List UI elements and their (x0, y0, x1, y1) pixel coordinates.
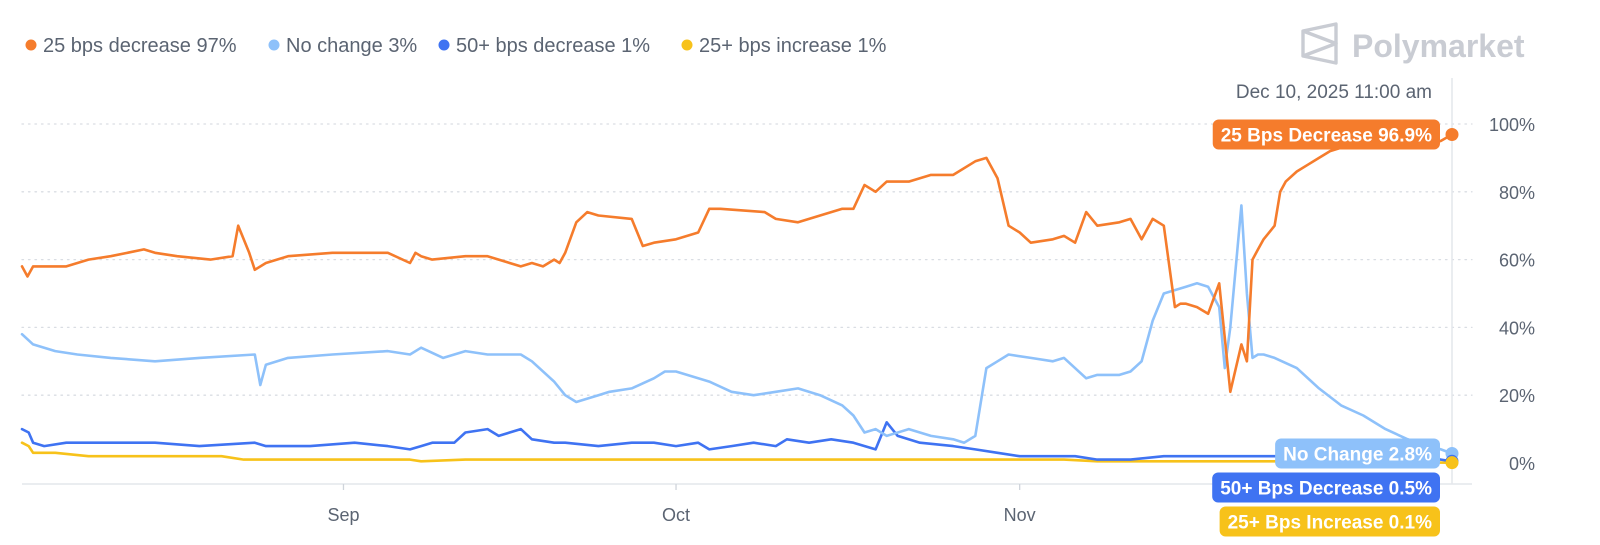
legend-dot-icon (681, 39, 693, 51)
end-labels: 25 Bps Decrease 96.9% No Change 2.8% 50+ B… (1212, 119, 1440, 537)
hover-timestamp: Dec 10, 2025 11:00 am (1236, 82, 1432, 103)
legend-item-no-change[interactable]: No change 3% (268, 35, 418, 57)
x-tick-label: Oct (662, 505, 690, 525)
y-axis: 0% 20% 40% 60% 80% 100% (1489, 115, 1535, 474)
legend-dot-icon (268, 39, 280, 51)
legend-item-50-bps-decrease[interactable]: 50+ bps decrease 1% (438, 35, 651, 57)
brand-name: Polymarket (1352, 28, 1525, 64)
y-tick-label: 40% (1499, 318, 1535, 338)
series-line-no-change[interactable] (20, 204, 1454, 455)
x-tick-label: Nov (1004, 505, 1036, 525)
end-label: 25 Bps Decrease 96.9% (1212, 119, 1440, 150)
series-line-50-bps-decrease[interactable] (20, 420, 1454, 463)
y-tick-label: 20% (1499, 386, 1535, 406)
legend-dot-icon (25, 39, 37, 51)
end-label: 50+ Bps Decrease 0.5% (1212, 472, 1440, 503)
end-label-box (1212, 472, 1440, 503)
legend-label: 50+ bps decrease 1% (456, 35, 650, 57)
y-tick-label: 80% (1499, 183, 1535, 203)
polymarket-brand[interactable]: Polymarket (1301, 22, 1525, 65)
end-point (1445, 128, 1459, 142)
end-points (1445, 128, 1459, 470)
end-label: No Change 2.8% (1275, 438, 1440, 469)
end-label-box (1275, 438, 1440, 469)
y-tick-label: 60% (1499, 251, 1535, 271)
series-lines (20, 133, 1454, 465)
legend-label: 25+ bps increase 1% (699, 35, 887, 57)
polymarket-logo-icon (1301, 22, 1338, 65)
legend-dot-icon (438, 39, 450, 51)
legend: 25 bps decrease 97% No change 3% 50+ bps… (25, 35, 887, 57)
y-tick-label: 100% (1489, 115, 1535, 135)
series-line-25-bps-decrease[interactable] (20, 133, 1454, 394)
end-point (1445, 456, 1459, 470)
x-tick-label: Sep (327, 505, 359, 525)
end-label-box (1219, 506, 1440, 537)
legend-label: 25 bps decrease 97% (43, 35, 237, 57)
end-label-box (1212, 119, 1440, 150)
legend-item-25-bps-increase[interactable]: 25+ bps increase 1% (681, 35, 887, 57)
legend-label: No change 3% (286, 35, 417, 57)
end-label-text: 25 Bps Decrease 96.9% (1221, 126, 1432, 147)
end-label-text: 25+ Bps Increase 0.1% (1228, 513, 1432, 534)
end-label: 25+ Bps Increase 0.1% (1219, 506, 1440, 537)
grid (21, 123, 1473, 396)
series-line-25-bps-increase[interactable] (20, 441, 1454, 465)
end-label-text: 50+ Bps Decrease 0.5% (1220, 479, 1432, 500)
legend-item-25-bps-decrease[interactable]: 25 bps decrease 97% (25, 35, 237, 57)
y-tick-label: 0% (1509, 454, 1535, 474)
end-label-text: No Change 2.8% (1283, 445, 1432, 466)
